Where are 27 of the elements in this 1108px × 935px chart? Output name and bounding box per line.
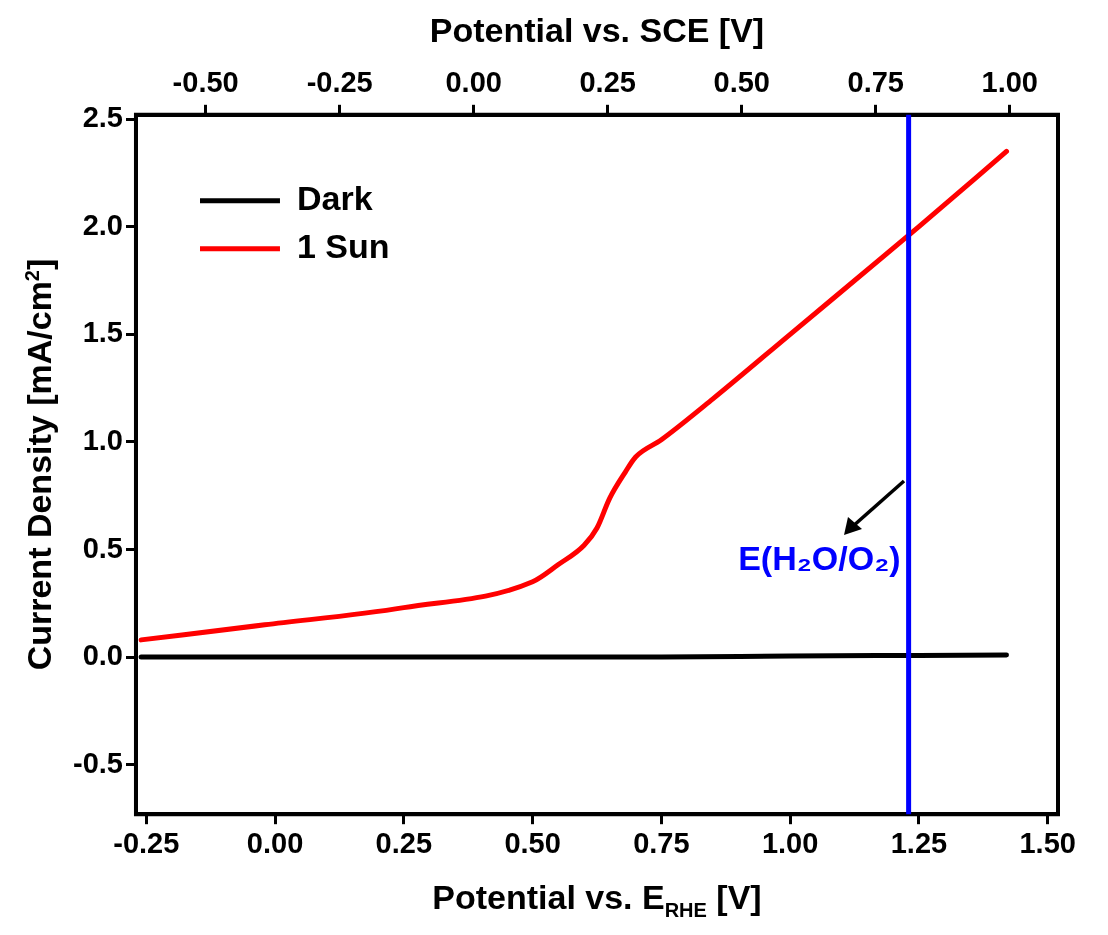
x-tick-label: 1.50 [1019,826,1076,859]
y-tick-label: 1.0 [82,423,123,456]
x-tick-label: -0.25 [113,826,180,859]
y-tick-label: 2.5 [82,101,123,134]
x2-tick-label: -0.25 [306,66,373,99]
x2-axis-title: Potential vs. SCE [V] [429,10,765,50]
y-tick-label: 1.5 [82,316,123,349]
y-tick-label: 2.0 [82,208,123,241]
legend-label: 1 Sun [296,227,390,266]
legend-label: Dark [296,179,373,218]
x2-tick-label: -0.50 [172,66,239,99]
x-tick-label: 0.25 [375,826,433,859]
x-tick-label: 1.25 [890,826,948,859]
y-tick-label: 0.0 [82,639,123,672]
y-tick-label: -0.5 [72,746,123,779]
x-axis-title: Potential vs. E$_{RHE}$ [V] [432,878,762,922]
y-tick-label: 0.5 [82,531,123,564]
x2-tick-label: 1.00 [981,66,1038,99]
annotation: E(H₂O/O₂) [738,538,901,577]
x2-tick-label: 0.75 [847,66,904,99]
x2-tick-label: 0.00 [445,66,502,99]
x-tick-label: 0.00 [246,826,304,859]
x2-tick-label: 0.25 [579,66,636,99]
x2-tick-label: 0.50 [713,66,770,99]
x-tick-label: 1.00 [761,826,819,859]
x-tick-label: 0.75 [633,826,690,859]
x-tick-label: 0.50 [504,826,561,859]
